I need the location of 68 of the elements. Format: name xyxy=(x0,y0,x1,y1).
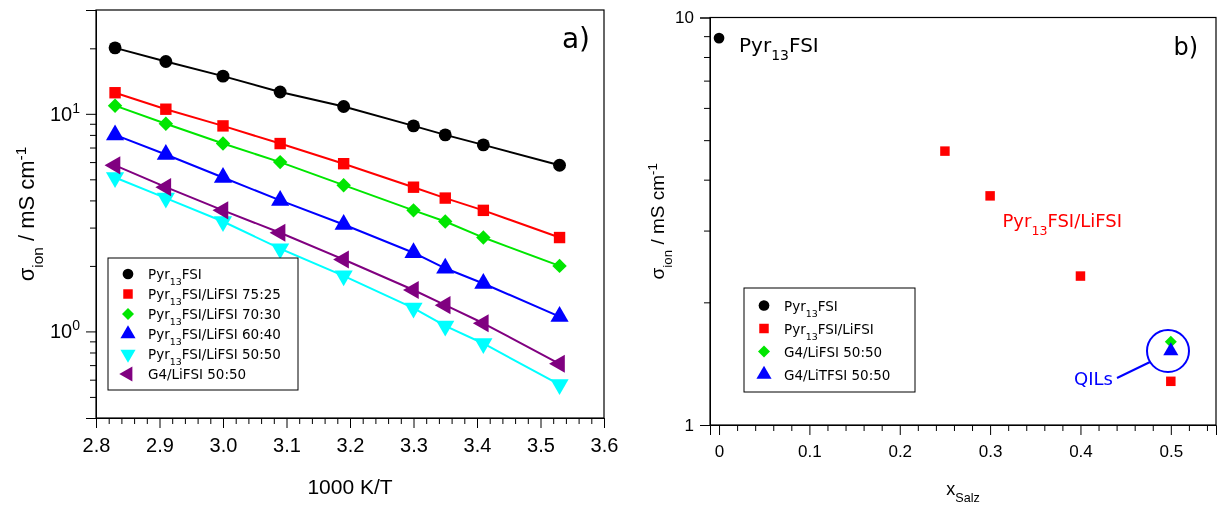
point xyxy=(109,87,121,99)
x-tick-label: 3.6 xyxy=(590,434,619,457)
point xyxy=(274,137,286,150)
point xyxy=(713,32,725,44)
x-tick-label: 2.9 xyxy=(146,434,174,457)
point xyxy=(158,116,174,131)
y-tick-label: 10$^{1}$ xyxy=(49,99,81,125)
x-tick-label: 3.0 xyxy=(209,434,238,457)
point xyxy=(337,100,351,113)
x-axis-title: x$_{Salz}$ xyxy=(946,479,980,505)
point xyxy=(406,203,421,218)
legend-label: Pyr$_{13}$FSI/LiFSI 50:50 xyxy=(148,346,281,367)
point xyxy=(1075,271,1086,281)
point xyxy=(107,98,123,113)
annotation: Pyr$_{13}$FSI xyxy=(739,33,819,64)
x-tick-label: 3.5 xyxy=(527,434,555,457)
annotation: b) xyxy=(1173,33,1198,61)
point xyxy=(273,85,287,99)
point xyxy=(159,55,173,68)
x-tick-label: 3.4 xyxy=(463,434,492,457)
point xyxy=(477,204,490,217)
annotation: QILs xyxy=(1074,368,1113,389)
point xyxy=(217,120,229,132)
y-tick-label: 10$^{0}$ xyxy=(49,317,81,343)
annotation: Pyr$_{13}$FSI/LiFSI xyxy=(1002,210,1123,238)
y-tick-label: 10 xyxy=(675,8,694,28)
point xyxy=(476,138,490,152)
x-tick-label: 3.3 xyxy=(400,434,428,457)
legend-label: G4/LiFSI 50:50 xyxy=(784,343,883,360)
legend-label: G4/LiTFSI 50:50 xyxy=(784,366,891,383)
annotation: a) xyxy=(561,22,590,55)
point xyxy=(336,177,351,193)
point xyxy=(553,158,566,172)
x-tick-label: 3.1 xyxy=(273,434,301,457)
legend-label: Pyr$_{13}$FSI/LiFSI 70:30 xyxy=(148,306,281,327)
x-tick-label: 2.8 xyxy=(82,434,111,457)
point xyxy=(940,146,950,156)
x-tick-label: 0.2 xyxy=(888,442,913,462)
legend-label: Pyr$_{13}$FSI/LiFSI xyxy=(784,320,874,341)
legend-label: Pyr$_{13}$FSI xyxy=(784,297,838,318)
legend-label: G4/LiFSI 50:50 xyxy=(148,366,247,382)
x-tick-label: 3.2 xyxy=(336,434,365,457)
y-tick-label: 1 xyxy=(684,415,694,435)
point xyxy=(407,119,420,133)
point xyxy=(215,136,231,151)
point xyxy=(476,230,491,245)
point xyxy=(438,214,453,229)
x-tick-label: 0.1 xyxy=(798,442,822,462)
x-tick-label: 0.5 xyxy=(1159,442,1184,462)
x-tick-label: 0 xyxy=(714,442,725,462)
point xyxy=(407,181,420,193)
point xyxy=(1166,376,1176,387)
point xyxy=(272,154,288,170)
point xyxy=(985,191,995,201)
x-axis-title: 1000 K/T xyxy=(307,475,393,498)
point xyxy=(438,128,452,142)
point xyxy=(337,157,350,170)
point xyxy=(108,41,122,55)
legend-label: Pyr$_{13}$FSI xyxy=(148,266,202,287)
point xyxy=(216,69,230,83)
point xyxy=(160,103,172,115)
legend-label: Pyr$_{13}$FSI/LiFSI 75:25 xyxy=(148,286,281,307)
point xyxy=(552,258,567,274)
x-tick-label: 0.4 xyxy=(1069,442,1093,462)
legend-label: Pyr$_{13}$FSI/LiFSI 60:40 xyxy=(148,326,281,347)
point xyxy=(553,231,566,244)
point xyxy=(439,192,451,204)
x-tick-label: 0.3 xyxy=(978,442,1003,462)
